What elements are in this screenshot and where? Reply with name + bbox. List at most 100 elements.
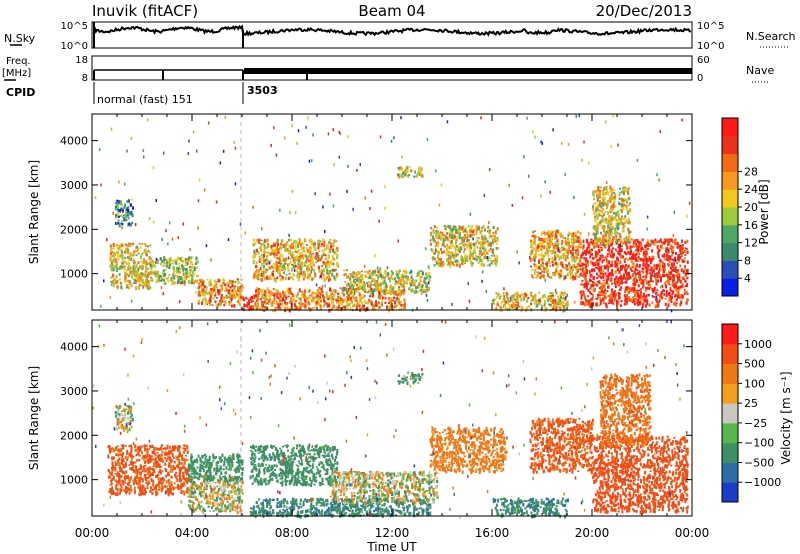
power-cell: [319, 307, 322, 311]
power-cell: [548, 276, 551, 279]
power-cell: [544, 237, 547, 240]
power-cell: [606, 253, 609, 255]
power-cell: [169, 263, 171, 267]
power-cell: [129, 224, 132, 227]
power-cell: [260, 257, 263, 262]
power-cell: [276, 246, 279, 249]
power-cell: [262, 289, 265, 291]
power-cell: [676, 276, 679, 280]
power-cell: [628, 197, 631, 200]
power-cell: [559, 304, 562, 307]
power-cell: [391, 271, 394, 276]
power-cell: [408, 166, 411, 168]
power-cell: [454, 259, 457, 263]
power-cell: [304, 296, 307, 300]
power-cell: [413, 175, 416, 178]
power-cell: [370, 290, 373, 294]
power-cell: [657, 256, 660, 259]
power-cell: [557, 306, 560, 308]
power-cell: [618, 238, 621, 242]
power-cell: [599, 242, 602, 246]
power-cell: [610, 277, 613, 282]
power-cell: [314, 272, 317, 276]
power-cell: [291, 254, 294, 258]
power-cell: [480, 253, 483, 256]
power-cell: [397, 288, 400, 293]
power-cell: [218, 289, 221, 293]
cpid-segment-2: 3503: [247, 84, 278, 97]
power-cell: [669, 255, 672, 260]
power-cell: [443, 239, 446, 242]
power-cell: [607, 285, 610, 289]
power-cell: [631, 270, 634, 272]
power-cell: [240, 278, 243, 281]
power-cell: [626, 220, 629, 224]
power-cell: [595, 302, 598, 307]
power-cell: [269, 245, 271, 248]
power-cell: [486, 252, 489, 255]
power-cell: [562, 293, 565, 297]
power-cell: [139, 246, 142, 249]
power-cell: [379, 291, 381, 296]
freq-left-tick-bottom: 8: [82, 73, 88, 84]
power-cell: [548, 230, 551, 234]
power-cell: [265, 247, 268, 249]
power-cell: [642, 275, 645, 278]
power-cell: [616, 220, 619, 223]
power-cell: [201, 298, 204, 303]
power-cell: [141, 274, 144, 278]
power-cell: [610, 194, 613, 197]
power-scatter: [94, 114, 691, 313]
power-cell: [451, 261, 454, 265]
power-cell: [248, 301, 250, 306]
power-cell: [327, 257, 330, 259]
power-cell: [385, 288, 388, 292]
power-cell: [635, 249, 638, 251]
power-cell: [208, 281, 211, 286]
power-cell: [683, 257, 686, 259]
power-cell: [450, 245, 452, 249]
power-cell: [672, 266, 675, 269]
power-cell: [455, 230, 457, 234]
power-cell: [651, 274, 654, 277]
power-cell: [278, 268, 281, 272]
power-cell: [526, 294, 529, 296]
power-cell: [552, 272, 555, 277]
power-cell: [586, 239, 589, 243]
power-cell: [596, 224, 599, 229]
power-cell: [342, 293, 345, 297]
power-cell: [307, 272, 310, 276]
power-cell: [604, 272, 607, 276]
power-cell: [288, 308, 291, 313]
power-cell: [328, 242, 331, 245]
power-cell: [335, 298, 338, 302]
power-cell: [586, 260, 589, 263]
power-cell: [197, 287, 200, 290]
power-cell: [317, 246, 320, 250]
power-cell: [189, 269, 192, 274]
power-cell: [644, 278, 647, 281]
power-cell: [673, 301, 676, 305]
power-cell: [599, 246, 602, 249]
power-cell: [540, 304, 543, 307]
power-cell: [554, 230, 557, 233]
power-cell: [661, 284, 664, 288]
power-cell: [287, 266, 289, 270]
power-cell: [294, 260, 297, 264]
power-cell: [611, 231, 614, 234]
power-cell: [676, 262, 679, 264]
power-cell: [677, 269, 680, 272]
power-cell: [678, 276, 681, 281]
power-cell: [321, 269, 324, 274]
power-cell: [634, 299, 637, 303]
power-cell: [265, 240, 268, 243]
power-cell: [327, 253, 330, 258]
power-cell: [594, 266, 597, 269]
power-cell: [330, 260, 332, 262]
power-cell: [680, 300, 683, 304]
power-cell: [362, 287, 365, 290]
power-cell: [565, 255, 567, 258]
power-cell: [455, 239, 458, 241]
power-cell: [640, 279, 643, 282]
power-cell: [146, 280, 148, 284]
